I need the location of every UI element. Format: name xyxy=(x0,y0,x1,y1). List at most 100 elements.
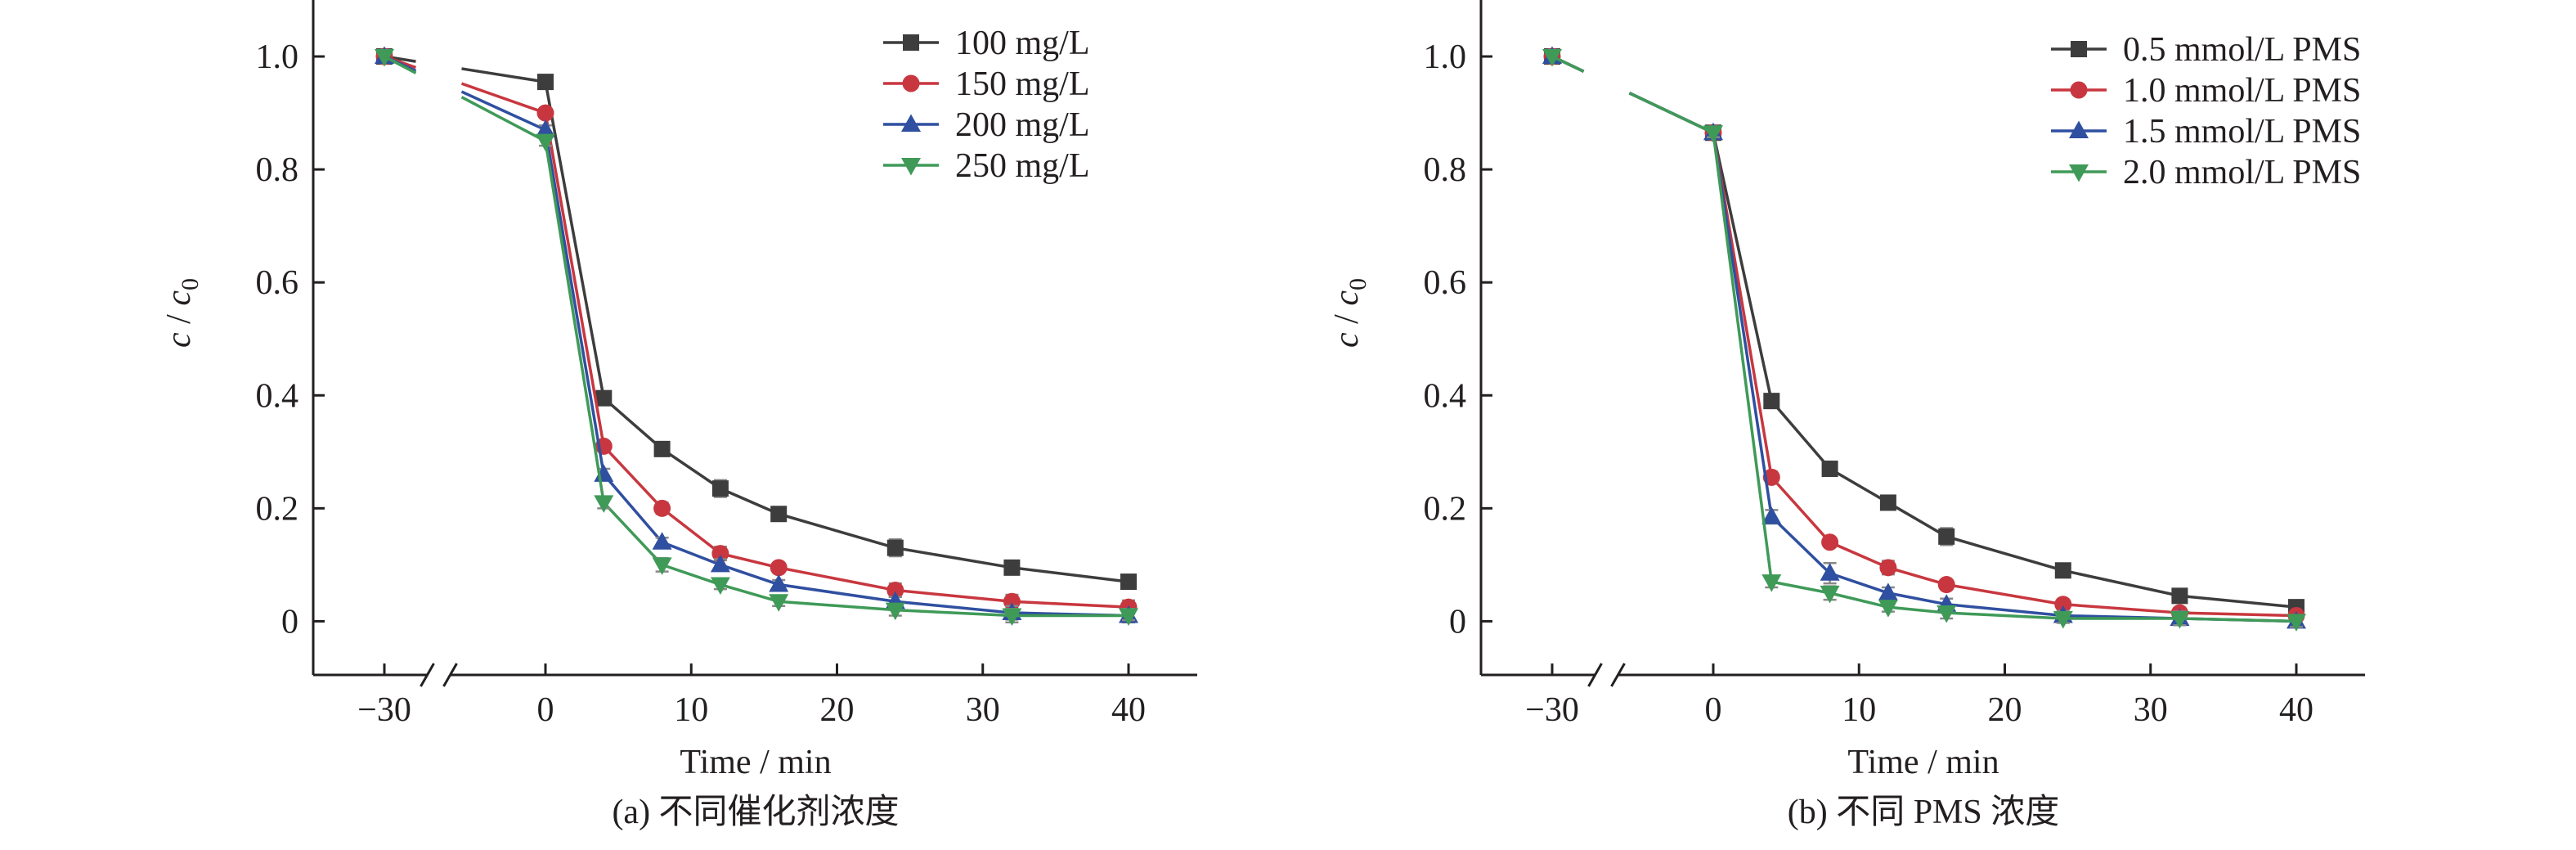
data-point xyxy=(2054,596,2072,614)
series-line-segment xyxy=(1551,55,1585,73)
legend-marker xyxy=(2069,164,2089,182)
legend-label: 100 mg/L xyxy=(955,25,1090,62)
data-point xyxy=(652,557,672,575)
data-point xyxy=(653,499,671,517)
x-tick-label: 40 xyxy=(1111,691,1146,729)
x-tick-label: 10 xyxy=(1842,691,1876,729)
data-point xyxy=(1761,574,1782,592)
y-tick-label: 0.4 xyxy=(1424,377,1467,415)
data-point xyxy=(886,581,904,599)
x-tick-label: 20 xyxy=(820,691,855,729)
data-point xyxy=(711,545,729,563)
legend-marker xyxy=(2069,120,2089,138)
legend-entry: 150 mg/L xyxy=(883,65,1090,103)
x-tick-label: 0 xyxy=(537,691,554,729)
y-axis-title: c / c0 xyxy=(160,278,204,348)
x-tick-label: 30 xyxy=(966,691,1000,729)
data-point xyxy=(594,495,614,513)
series-line xyxy=(1712,132,2297,623)
series-line xyxy=(1712,133,2297,623)
data-point xyxy=(537,74,554,91)
data-point xyxy=(375,49,394,67)
data-point xyxy=(770,506,788,523)
data-point xyxy=(886,539,904,556)
series-line xyxy=(544,129,1129,618)
data-point xyxy=(536,119,555,137)
data-point xyxy=(1763,393,1780,410)
axis-break-mark xyxy=(420,663,435,687)
series-line xyxy=(1712,132,2297,609)
data-point xyxy=(1703,125,1723,143)
data-point xyxy=(536,133,555,152)
y-tick-label: 0.4 xyxy=(256,377,299,415)
data-point xyxy=(2053,610,2073,629)
series-line xyxy=(544,112,1129,609)
axis-break-mark xyxy=(1587,663,1603,687)
legend-label: 200 mg/L xyxy=(955,106,1090,144)
data-point xyxy=(2171,587,2188,605)
data-point xyxy=(1879,494,1896,511)
data-point xyxy=(770,559,788,577)
y-tick-label: 0 xyxy=(281,603,298,641)
x-tick-label: 20 xyxy=(1988,691,2022,729)
data-point xyxy=(1821,533,1839,551)
legend-marker xyxy=(2070,81,2088,99)
data-point xyxy=(1938,528,1955,545)
data-point xyxy=(1878,600,1898,618)
data-point xyxy=(1003,559,1021,576)
data-point xyxy=(710,554,730,573)
panel-caption: (b) 不同 PMS 浓度 xyxy=(1788,794,2060,831)
axis-break-mark xyxy=(1610,663,1626,687)
y-tick-label: 0.8 xyxy=(256,151,299,189)
data-point xyxy=(653,440,671,457)
data-point xyxy=(710,577,730,596)
x-tick-label: 30 xyxy=(2134,691,2168,729)
x-tick-label: −30 xyxy=(357,691,411,729)
data-point xyxy=(769,574,789,592)
legend-label: 150 mg/L xyxy=(955,65,1090,103)
data-point xyxy=(595,389,613,407)
axis-break-mark xyxy=(442,663,458,687)
series-4 xyxy=(375,49,1138,627)
x-tick-label: −30 xyxy=(1525,691,1579,729)
x-tick-label: 0 xyxy=(1705,691,1722,729)
data-point xyxy=(1002,608,1022,627)
legend-label: 0.5 mmol/L PMS xyxy=(2123,31,2361,69)
data-point xyxy=(1879,559,1897,577)
data-point xyxy=(1761,506,1782,524)
data-point xyxy=(1821,461,1838,478)
legend-marker xyxy=(2071,41,2087,57)
x-tick-label: 40 xyxy=(2279,691,2313,729)
data-point xyxy=(1820,585,1840,604)
legend-marker xyxy=(901,114,921,132)
y-tick-label: 0.6 xyxy=(256,264,299,302)
series-line xyxy=(1712,132,2297,618)
legend-entry: 250 mg/L xyxy=(883,147,1090,185)
data-point xyxy=(1878,582,1898,600)
legend-entry: 2.0 mmol/L PMS xyxy=(2051,154,2361,191)
data-point xyxy=(1936,605,1957,623)
series-line-segment xyxy=(460,90,546,132)
data-point xyxy=(711,480,729,497)
data-point xyxy=(1120,573,1137,591)
data-point xyxy=(536,104,554,122)
series-line-segment xyxy=(1628,92,1714,134)
data-point xyxy=(2054,562,2071,579)
y-tick-label: 0.6 xyxy=(1424,264,1467,302)
data-point xyxy=(652,532,672,550)
data-point xyxy=(1937,576,1955,594)
chart-panel-b: 0 0.2 0.4 0.6 0.8 1.0 −30 0 10 20 30 40 Time / min c … xyxy=(1328,0,2365,831)
legend-entry: 1.5 mmol/L PMS xyxy=(2051,113,2361,151)
y-tick-label: 1.0 xyxy=(256,38,299,76)
data-point xyxy=(2287,614,2306,632)
data-point xyxy=(885,602,905,621)
x-axis-title: Time / min xyxy=(1847,744,1999,781)
data-point xyxy=(1820,563,1840,581)
legend-entry: 200 mg/L xyxy=(883,106,1090,144)
legend-entry: 0.5 mmol/L PMS xyxy=(2051,31,2361,69)
legend-marker xyxy=(901,158,921,176)
data-point xyxy=(769,594,789,612)
legend-marker xyxy=(902,74,920,92)
y-axis-title: c / c0 xyxy=(1328,278,1371,348)
chart-panel-a: 0 0.2 0.4 0.6 0.8 1.0 −30 0 10 20 30 40 Time / min c … xyxy=(160,0,1197,831)
